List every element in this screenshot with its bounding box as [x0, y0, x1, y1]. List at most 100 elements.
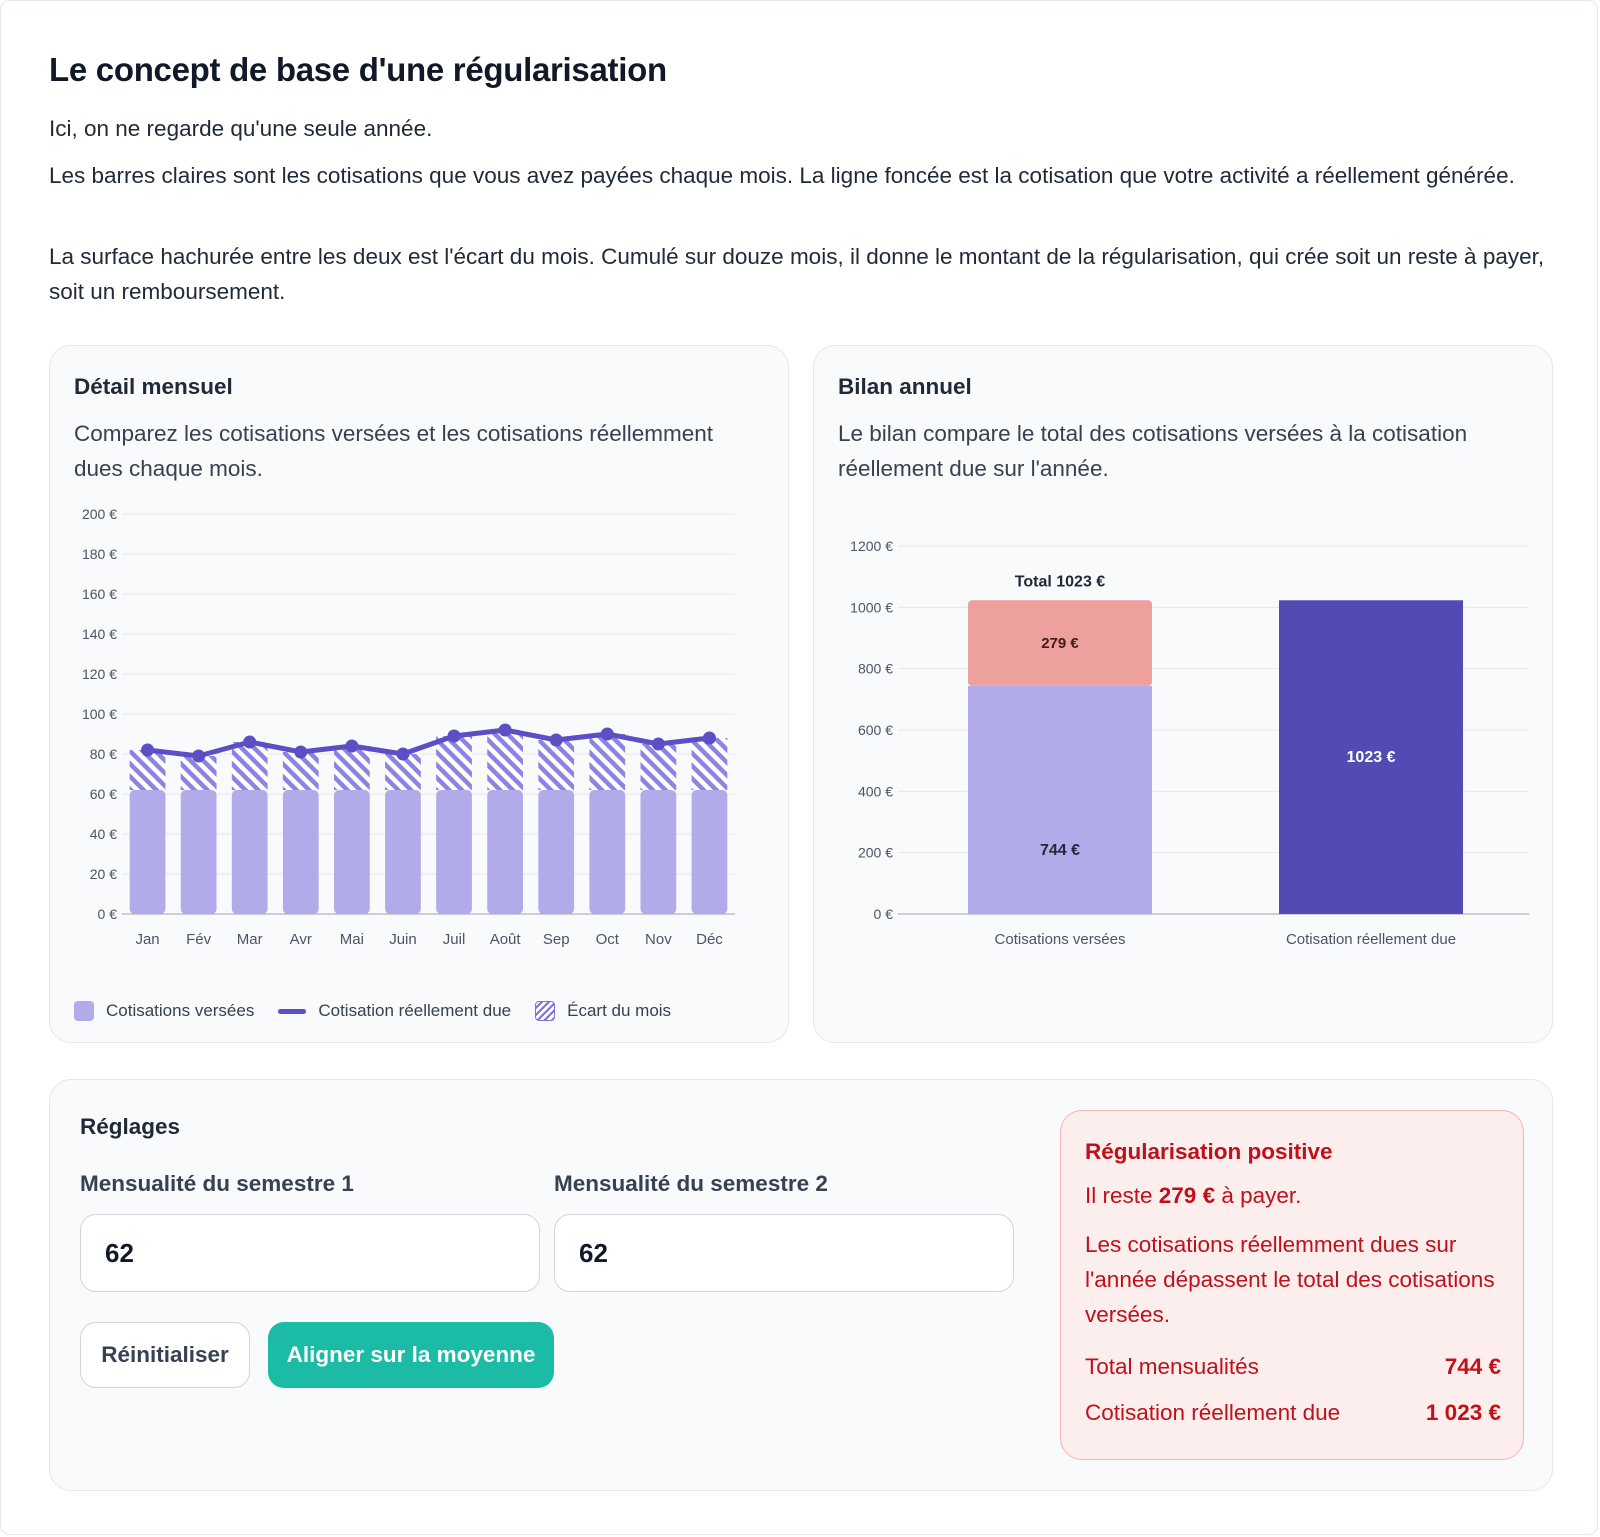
bar-paid-sep	[538, 790, 575, 914]
y-tick-label: 160 €	[82, 586, 117, 602]
x-tick-label: Fév	[186, 931, 212, 948]
legend-gap-label: Écart du mois	[567, 1001, 672, 1020]
gap-hatch-mar	[231, 742, 268, 790]
monthly-legend: Cotisations versées Cotisation réellemen…	[74, 996, 695, 1026]
annual-chart: 0 € 200 € 400 € 600 € 800 € 1000 € 1200 € 744 €…	[850, 538, 1529, 948]
settings-title: Réglages	[80, 1114, 181, 1139]
bar-paid-mai	[333, 790, 370, 914]
due-point-juil	[447, 729, 461, 743]
legend-due: Cotisation réellement due	[278, 1001, 511, 1021]
data-label: 279 €	[1041, 635, 1079, 652]
bar-paid-juil	[436, 790, 472, 914]
total-paid-value: 744 €	[1444, 1354, 1501, 1379]
reset-button[interactable]: Réinitialiser	[80, 1322, 250, 1388]
legend-paid-label: Cotisations versées	[106, 1001, 255, 1020]
total-annotation: Total 1023 €	[1015, 573, 1106, 590]
monthly-card-description: Comparez les cotisations versées et les …	[74, 421, 714, 481]
y-tick-label: 60 €	[90, 786, 117, 802]
semester1-label: Mensualité du semestre 1	[80, 1171, 354, 1196]
annual-bar-cotisation-reellement-due	[1279, 600, 1463, 914]
x-tick-label: Nov	[645, 931, 672, 948]
monthly-detail-card: Détail mensuel Comparez les cotisations …	[49, 345, 789, 1043]
y-tick-label: 0 €	[874, 906, 894, 922]
bar-paid-dec	[691, 790, 728, 914]
x-tick-label: Sep	[543, 931, 570, 948]
y-tick-label: 80 €	[90, 746, 117, 762]
x-tick-label: Avr	[290, 931, 312, 948]
total-paid-row: Total mensualités 744 €	[1085, 1354, 1501, 1380]
x-tick-label: Cotisation réellement due	[1286, 931, 1456, 948]
gap-hatch-jan	[129, 750, 166, 790]
result-summary: Il reste 279 € à payer.	[1085, 1183, 1301, 1209]
align-average-button[interactable]: Aligner sur la moyenne	[268, 1322, 554, 1388]
due-line	[145, 727, 712, 759]
y-tick-label: 40 €	[90, 826, 117, 842]
x-tick-label: Juin	[389, 931, 417, 948]
total-due-row: Cotisation réellement due 1 023 €	[1085, 1400, 1501, 1426]
gap-hatch-dec	[691, 738, 728, 790]
intro-paragraph-3: La surface hachurée entre les deux est l…	[49, 244, 1545, 304]
y-tick-label: 400 €	[858, 783, 893, 799]
result-summary-prefix: Il reste	[1085, 1183, 1159, 1208]
legend-gap: Écart du mois	[535, 1001, 671, 1021]
bar-paid-avr	[282, 790, 319, 914]
x-tick-label: Déc	[696, 931, 723, 948]
legend-due-swatch	[278, 1008, 307, 1014]
gap-hatch-juil	[436, 736, 472, 790]
bar-paid-mar	[231, 790, 268, 914]
y-tick-label: 200 €	[858, 845, 893, 861]
legend-paid-swatch	[74, 1001, 94, 1021]
total-paid-label: Total mensualités	[1085, 1354, 1259, 1379]
x-tick-label: Jan	[135, 931, 159, 948]
semester2-label: Mensualité du semestre 2	[554, 1171, 828, 1196]
monthly-card-title: Détail mensuel	[74, 374, 233, 399]
y-tick-label: 800 €	[858, 661, 893, 677]
gap-hatch-mai	[333, 746, 370, 790]
semester2-input[interactable]	[554, 1214, 1014, 1292]
bar-paid-nov	[640, 790, 677, 914]
bar-paid-oct	[589, 790, 626, 914]
y-tick-label: 100 €	[82, 706, 117, 722]
y-tick-label: 600 €	[858, 722, 893, 738]
x-tick-label: Juil	[443, 931, 466, 948]
annual-card-description: Le bilan compare le total des cotisation…	[838, 421, 1468, 481]
semester1-input[interactable]	[80, 1214, 540, 1292]
due-point-jan	[141, 743, 155, 757]
x-tick-label: Août	[490, 931, 522, 948]
monthly-chart: 0 € 20 € 40 € 60 € 80 € 100 € 120 € 140 € 160 € 1…	[82, 506, 735, 948]
total-due-label: Cotisation réellement due	[1085, 1400, 1341, 1425]
y-tick-label: 1200 €	[850, 538, 893, 554]
intro-paragraph-2: Les barres claires sont les cotisations …	[49, 163, 1515, 188]
x-tick-label: Mar	[237, 931, 263, 948]
bar-paid-juin	[385, 790, 421, 914]
data-label: 744 €	[1040, 842, 1080, 859]
due-point-juin	[396, 747, 410, 761]
data-label: 1023 €	[1347, 749, 1396, 766]
gap-hatch-aout	[487, 730, 524, 790]
legend-paid: Cotisations versées	[74, 1001, 254, 1021]
regularisation-result: Régularisation positive Il reste 279 € à…	[1060, 1110, 1524, 1460]
bar-paid-jan	[129, 790, 166, 914]
settings-panel: Réglages Mensualité du semestre 1 Mensua…	[49, 1079, 1553, 1491]
due-point-fev	[192, 749, 206, 763]
due-point-mar	[243, 735, 257, 749]
x-tick-label: Mai	[340, 931, 364, 948]
y-tick-label: 120 €	[82, 666, 117, 682]
page-title: Le concept de base d'une régularisation	[49, 51, 667, 88]
bar-paid-aout	[487, 790, 524, 914]
due-point-aout	[498, 723, 512, 737]
y-tick-label: 180 €	[82, 546, 117, 562]
y-tick-label: 0 €	[98, 906, 118, 922]
x-tick-label: Oct	[596, 931, 620, 948]
intro-paragraph-1: Ici, on ne regarde qu'une seule année.	[49, 116, 433, 141]
y-tick-label: 20 €	[90, 866, 117, 882]
due-point-avr	[294, 745, 308, 759]
legend-due-label: Cotisation réellement due	[318, 1001, 512, 1020]
annual-summary-card: Bilan annuel Le bilan compare le total d…	[813, 345, 1553, 1043]
annual-card-title: Bilan annuel	[838, 374, 972, 399]
due-point-oct	[600, 727, 614, 741]
y-tick-label: 1000 €	[850, 599, 893, 615]
y-tick-label: 140 €	[82, 626, 117, 642]
result-summary-suffix: à payer.	[1215, 1183, 1302, 1208]
